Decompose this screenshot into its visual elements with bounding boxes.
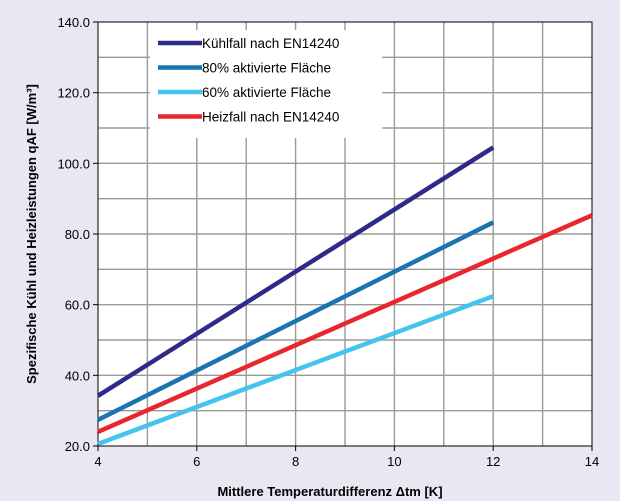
- legend-label: 80% aktivierte Fläche: [202, 61, 331, 76]
- y-tick-label: 100.0: [57, 156, 90, 171]
- y-tick-label: 140.0: [57, 15, 90, 30]
- y-tick-label: 60.0: [65, 298, 90, 313]
- series-lines: [96, 145, 593, 446]
- axis-ticks: 4 6 8 10 12 14 20.0 40.0 60.0 80.0 100.0 120.0 140.0: [57, 15, 599, 469]
- x-tick-label: 8: [292, 454, 299, 469]
- y-tick-label: 20.0: [65, 439, 90, 454]
- legend-box: [150, 30, 382, 138]
- y-tick-label: 120.0: [57, 86, 90, 101]
- legend-label: 60% aktivierte Fläche: [202, 85, 331, 100]
- series-line: [96, 220, 495, 422]
- series-line: [96, 145, 495, 398]
- y-axis-title: Spezifische Kühl und Heizleistungen qAF …: [24, 84, 39, 384]
- x-tick-label: 10: [387, 454, 401, 469]
- legend-label: Kühlfall nach EN14240: [202, 36, 339, 51]
- x-tick-label: 14: [585, 454, 599, 469]
- legend-label: Heizfall nach EN14240: [202, 110, 339, 125]
- x-axis-title: Mittlere Temperaturdifferenz Δtm [K]: [217, 484, 442, 499]
- x-tick-label: 4: [94, 454, 101, 469]
- x-tick-label: 12: [486, 454, 500, 469]
- x-tick-label: 6: [193, 454, 200, 469]
- series-line: [97, 213, 593, 434]
- series-line: [97, 294, 494, 446]
- legend: Kühlfall nach EN14240 80% aktivierte Fläc…: [150, 30, 382, 138]
- y-tick-label: 80.0: [65, 227, 90, 242]
- y-tick-label: 40.0: [65, 368, 90, 383]
